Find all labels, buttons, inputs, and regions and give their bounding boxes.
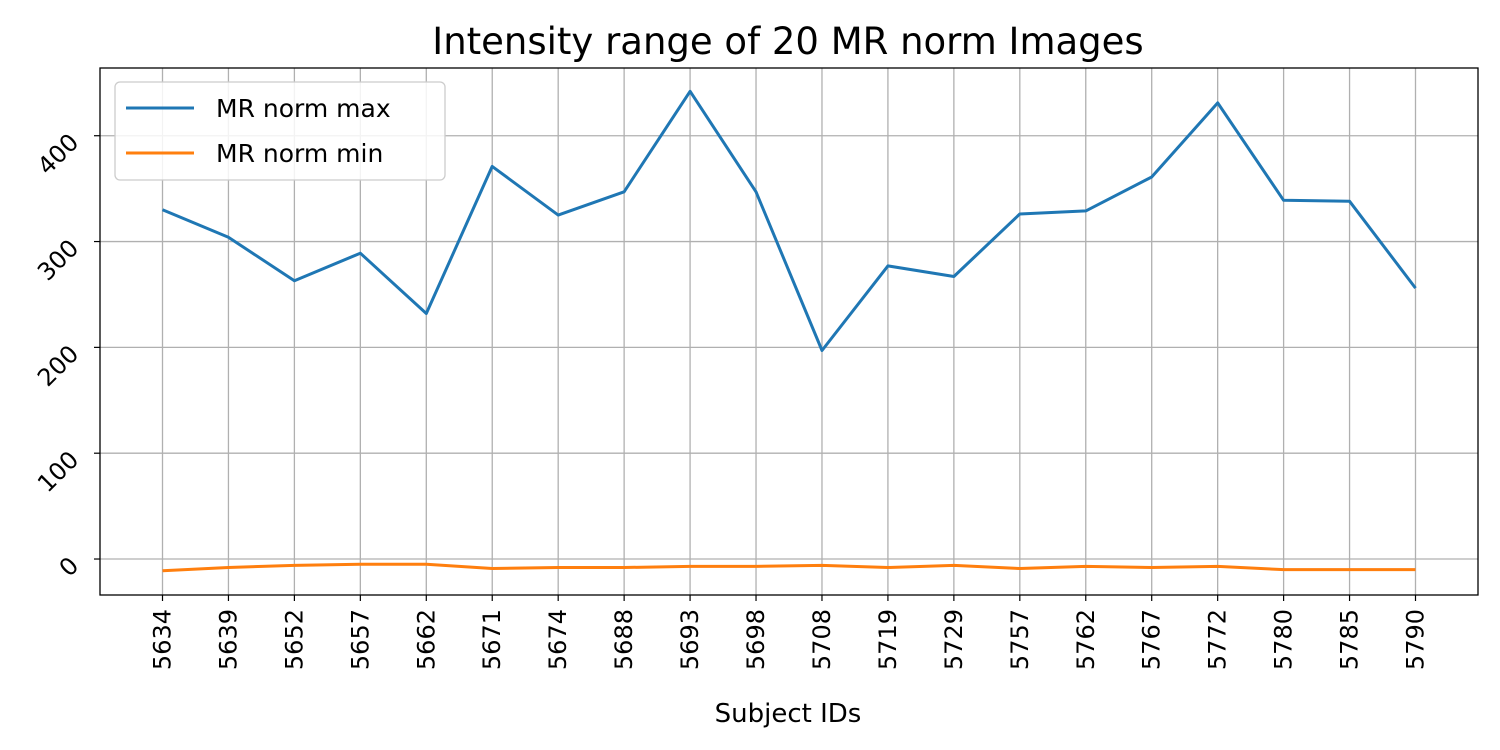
x-tick-label: 5634 xyxy=(149,609,177,670)
x-tick-label: 5671 xyxy=(478,609,506,670)
x-tick-label: 5762 xyxy=(1072,609,1100,670)
x-tick-label: 5767 xyxy=(1138,609,1166,670)
y-tick-label: 200 xyxy=(32,340,84,392)
plot-frame xyxy=(99,67,1479,596)
series-line-1 xyxy=(162,562,1416,573)
series-line-0 xyxy=(161,89,1417,352)
legend-label-min: MR norm min xyxy=(216,139,383,168)
x-axis-ticks: 5634 5639 5652 5657 5662 5671 5674 5688 5693 5698… xyxy=(149,595,1430,670)
x-tick-label: 5780 xyxy=(1270,609,1298,670)
x-tick-label: 5790 xyxy=(1402,609,1430,670)
x-tick-label: 5729 xyxy=(940,609,968,670)
x-tick-label: 5688 xyxy=(610,609,638,670)
y-tick-label: 0 xyxy=(54,551,85,582)
x-tick-label: 5639 xyxy=(214,609,242,670)
x-tick-label: 5757 xyxy=(1006,609,1034,670)
x-axis-label: Subject IDs xyxy=(715,699,862,729)
chart-title: Intensity range of 20 MR norm Images xyxy=(432,20,1143,63)
legend: MR norm max MR norm min xyxy=(114,81,446,181)
series-lines xyxy=(161,89,1417,573)
x-tick-label: 5652 xyxy=(280,609,308,670)
y-tick-label: 100 xyxy=(32,446,84,498)
x-tick-label: 5772 xyxy=(1204,609,1232,670)
legend-box xyxy=(114,81,446,181)
x-tick-label: 5785 xyxy=(1336,609,1364,670)
x-tick-label: 5657 xyxy=(346,609,374,670)
x-tick-label: 5674 xyxy=(544,609,572,670)
legend-label-max: MR norm max xyxy=(216,94,391,123)
y-tick-label: 400 xyxy=(32,128,84,180)
x-tick-label: 5698 xyxy=(742,609,770,670)
y-axis-ticks: 0 100 200 300 400 xyxy=(32,128,100,582)
x-tick-label: 5693 xyxy=(676,609,704,670)
x-tick-label: 5708 xyxy=(808,609,836,670)
y-tick-label: 300 xyxy=(32,234,84,286)
x-tick-label: 5719 xyxy=(874,609,902,670)
x-tick-label: 5662 xyxy=(412,609,440,670)
